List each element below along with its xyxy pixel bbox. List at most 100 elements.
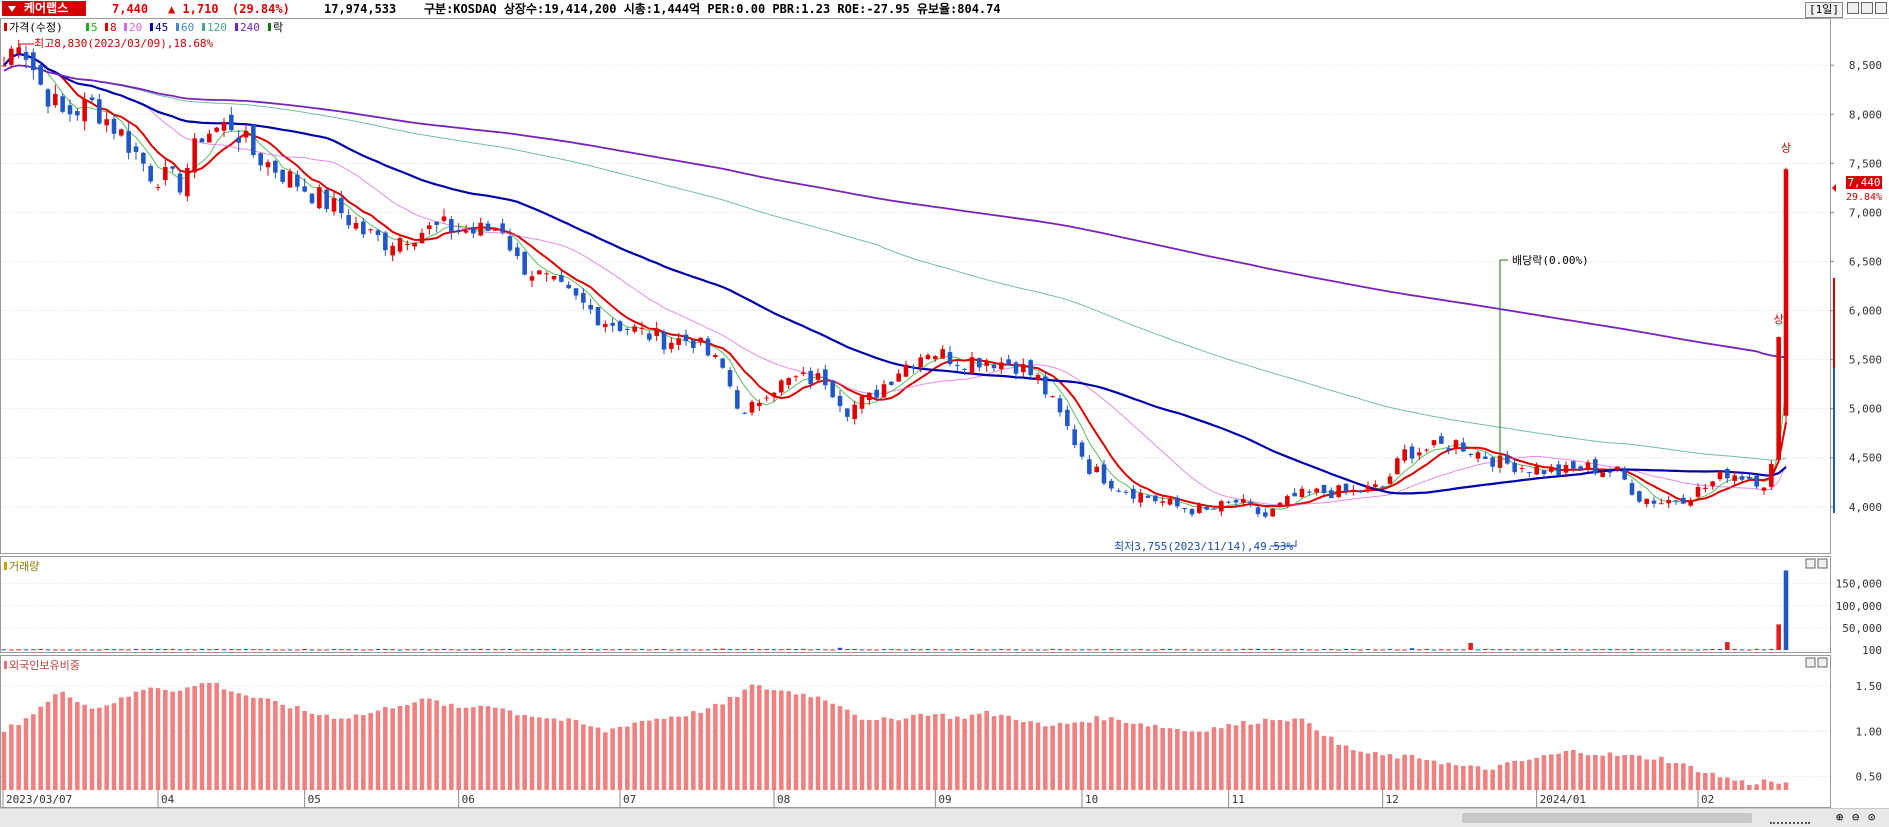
volume-bar [1050,648,1055,650]
candle-body [1021,364,1026,373]
chart-scrollbar[interactable]: ⊕ ⊖ ⊙ [0,808,1889,827]
period-selector[interactable]: [1일] [1805,2,1843,18]
zoom-in-icon[interactable]: ⊕ [1836,810,1844,824]
volume-bar [390,649,395,651]
candle-body [353,223,359,229]
volume-bar [265,649,271,651]
candle-body [405,244,410,246]
foreign-ownership-bar [31,714,36,790]
candle-body [830,380,835,398]
foreign-ownership-bar [925,715,931,790]
candle-body [485,223,491,231]
volume-bar [1461,649,1466,651]
candle-body [390,245,395,256]
candle-body [287,171,293,188]
stock-name-button[interactable]: 케어랩스 [2,1,87,16]
volume-bar [1607,649,1613,651]
foreign-ownership-bar [1358,751,1363,790]
zoom-reset-icon[interactable]: ⊙ [1868,810,1876,824]
foreign-ownership-bar [1219,728,1224,790]
volume-bar [522,649,527,651]
foreign-ownership-bar [163,690,168,790]
candle-body [1688,499,1693,506]
candle-body [185,168,190,197]
volume-bar [1387,649,1393,651]
foreign-ownership-bar [1094,716,1099,790]
candle-body [984,361,989,366]
candle-body [925,354,931,360]
foreign-ownership-bar [1424,760,1429,790]
close-icon[interactable] [1875,2,1887,14]
foreign-ownership-bar [1204,731,1209,790]
candle-body [1307,491,1312,493]
candle-body [1079,442,1085,457]
stock-chart[interactable]: 4,000 4,500 5,000 5,500 6,000 6,500 7,000 7,500… [0,18,1889,808]
zoom-out-icon[interactable]: ⊖ [1852,810,1860,824]
high-annotation: 최고8,830(2023/03/09),18.68% [34,37,214,50]
volume-bar [1021,649,1026,651]
foreign-ownership-bar [1783,782,1789,790]
foreign-ownership-bar [1116,719,1121,790]
volume-y-tick-label: 150,000 [1836,578,1882,591]
volume-bar [669,649,674,651]
candle-body [141,152,146,164]
candle-body [1321,485,1327,493]
candle-body [1468,453,1473,455]
scrollbar-thumb[interactable] [1462,813,1752,823]
candle-body [493,229,498,231]
foreign-panel-restore-icon[interactable] [1805,657,1816,668]
candle-body [16,47,21,54]
volume-bar [1644,649,1649,651]
volume-bar [1299,649,1305,651]
volume-panel-restore-icon[interactable] [1805,558,1816,569]
candle-body [346,215,351,226]
candle-body [801,372,806,375]
volume-bar [148,649,153,651]
foreign-ownership-bar [1439,764,1444,790]
volume-bar [214,648,219,650]
volume-bar [1468,642,1473,650]
foreign-ownership-bar [1138,723,1143,790]
foreign-ownership-bar [1226,724,1231,790]
volume-bar [434,649,439,651]
legend-ma-marker [124,23,127,31]
foreign-ownership-bar [632,722,637,790]
candle-body [236,137,241,143]
legend-ma-marker [176,23,179,31]
foreign-ownership-bar [383,707,388,790]
candle-body [1299,488,1305,497]
candle-body [1365,485,1371,489]
foreign-ownership-bar [302,710,307,790]
maximize-icon[interactable] [1861,2,1873,14]
foreign-ownership-bar [243,695,249,790]
last-price-box [1846,176,1882,189]
candle-body [1167,498,1173,505]
dropdown-arrow-icon[interactable] [8,6,16,12]
candle-body [837,395,843,407]
candle-body [119,129,124,136]
foreign-ownership-bar [1373,752,1378,790]
foreign-ownership-bar [38,706,43,790]
restore-icon[interactable] [1847,2,1859,14]
volume-bar [1079,649,1085,651]
foreign-ownership-bar [1123,723,1129,790]
candle-body [1233,500,1239,503]
foreign-ownership-bar [419,698,425,790]
foreign-ownership-bar [1079,721,1085,790]
foreign-ownership-bar [537,717,542,790]
candle-body [632,326,637,332]
foreign-ownership-bar [1666,763,1671,790]
volume-y-tick-label: 50,000 [1842,622,1882,635]
foreign-panel-close-icon[interactable] [1817,657,1828,668]
candle-body [977,358,982,368]
volume-bar [1065,649,1070,651]
volume-bar [1358,649,1363,651]
candle-body [683,334,689,342]
zoom-slider[interactable] [1770,812,1810,824]
foreign-ownership-bar [1461,765,1466,790]
volume-panel-close-icon[interactable] [1817,558,1828,569]
foreign-ownership-bar [500,708,505,790]
price-y-tick-label: 6,500 [1849,255,1882,268]
candle-body [1116,490,1121,492]
foreign-y-tick-label: 0.50 [1856,770,1883,783]
